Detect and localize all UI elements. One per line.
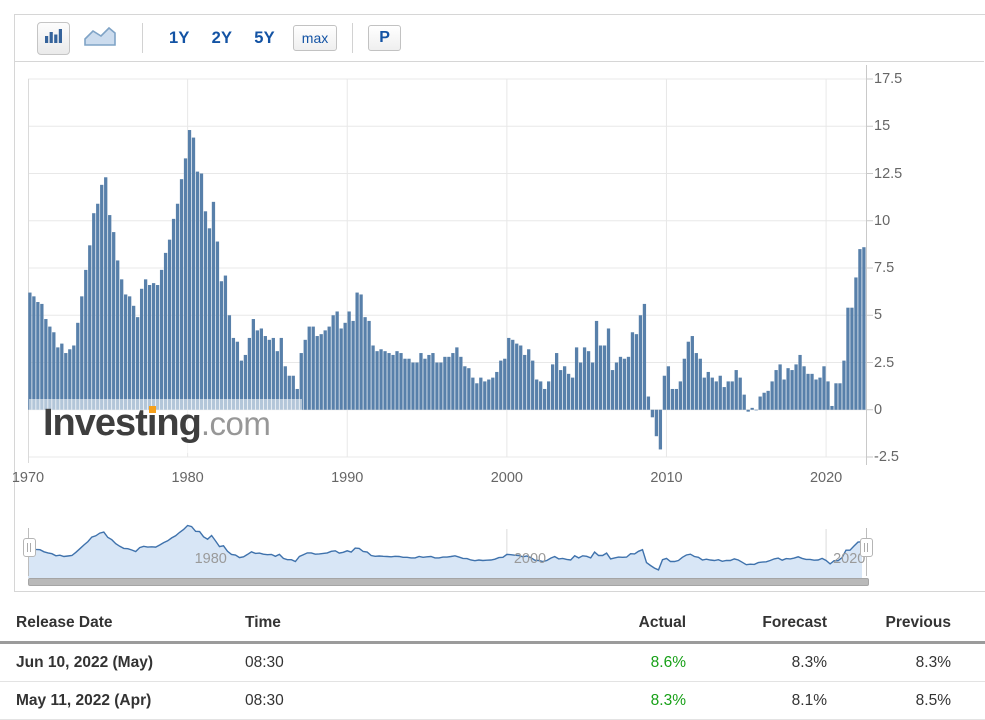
table-row: May 11, 2022 (Apr) 08:30 8.3% 8.1% 8.5%: [0, 682, 985, 720]
y-axis-tick-label: 5: [874, 307, 883, 324]
y-axis-tick-label: 0: [874, 401, 883, 418]
x-axis-tick-label: 2020: [809, 470, 843, 486]
navigator-year-label: 2000: [513, 551, 547, 567]
actual-cell: 8.3%: [650, 691, 686, 709]
x-axis-tick-label: 2010: [650, 470, 683, 486]
y-axis-tick-label: 7.5: [874, 260, 895, 276]
navigator-left-handle[interactable]: [23, 538, 36, 557]
header-forecast: Forecast: [762, 614, 827, 631]
releases-table: Release Date Time Actual Forecast Previo…: [0, 605, 985, 720]
x-axis-tick-label: 1970: [11, 470, 45, 486]
range-button-max[interactable]: max: [292, 25, 338, 51]
chart-toolbar: 1Y 2Y 5Y max P: [15, 15, 984, 62]
header-actual: Actual: [638, 614, 686, 631]
toolbar-divider: [142, 23, 143, 53]
navigator-chart[interactable]: [28, 521, 867, 578]
header-previous: Previous: [885, 614, 951, 631]
y-axis-tick-label: 17.5: [874, 71, 903, 87]
logo-text-invest: Invest: [43, 402, 148, 444]
investing-logo: Investıng.com: [43, 402, 271, 445]
forecast-cell: 8.3%: [791, 653, 827, 671]
time-cell: 08:30: [245, 653, 284, 671]
logo-tld: .com: [200, 405, 271, 442]
range-button-1y[interactable]: 1Y: [169, 28, 190, 47]
actual-cell: 8.6%: [650, 653, 686, 671]
logo-text-ng: ng: [156, 402, 201, 444]
previous-cell: 8.5%: [915, 691, 951, 709]
navigator-right-handle[interactable]: [860, 538, 873, 557]
bar-chart-type-button[interactable]: [37, 21, 70, 55]
y-axis-tick-label: 2.5: [874, 354, 895, 371]
toolbar-divider: [352, 23, 354, 53]
y-axis-tick-label: 12.5: [874, 165, 903, 182]
watermark-box: Investıng.com: [29, 399, 302, 453]
forecast-cell: 8.1%: [791, 691, 827, 709]
logo-letter-i: ı: [146, 402, 158, 444]
y-axis-tick-label: -2.5: [874, 449, 899, 465]
p-button[interactable]: P: [368, 25, 401, 51]
area-chart-icon: [84, 25, 116, 52]
range-button-5y[interactable]: 5Y: [254, 28, 275, 47]
release-date-cell: Jun 10, 2022 (May): [16, 653, 153, 671]
bar-chart-icon: [44, 27, 63, 49]
header-release-date: Release Date: [16, 614, 113, 631]
navigator-scrollbar[interactable]: [28, 578, 869, 586]
range-button-2y[interactable]: 2Y: [211, 28, 233, 47]
y-axis-tick-label: 10: [874, 212, 891, 229]
x-axis-tick-label: 2000: [490, 470, 523, 486]
table-row: Jun 10, 2022 (May) 08:30 8.6% 8.3% 8.3%: [0, 644, 985, 682]
x-axis-tick-label: 1990: [331, 470, 364, 486]
area-chart-type-button[interactable]: [83, 25, 117, 51]
chart-widget-frame: [14, 14, 985, 592]
table-header-row: Release Date Time Actual Forecast Previo…: [0, 605, 985, 644]
header-time: Time: [245, 614, 281, 631]
time-cell: 08:30: [245, 691, 284, 709]
table-body: Jun 10, 2022 (May) 08:30 8.6% 8.3% 8.3% …: [0, 644, 985, 720]
y-axis-tick-label: 15: [874, 118, 891, 135]
x-axis-tick-label: 1980: [171, 470, 204, 486]
navigator-year-label: 1980: [194, 551, 227, 567]
previous-cell: 8.3%: [915, 653, 951, 671]
navigator-year-label: 2020: [833, 551, 866, 567]
release-date-cell: May 11, 2022 (Apr): [16, 691, 152, 709]
